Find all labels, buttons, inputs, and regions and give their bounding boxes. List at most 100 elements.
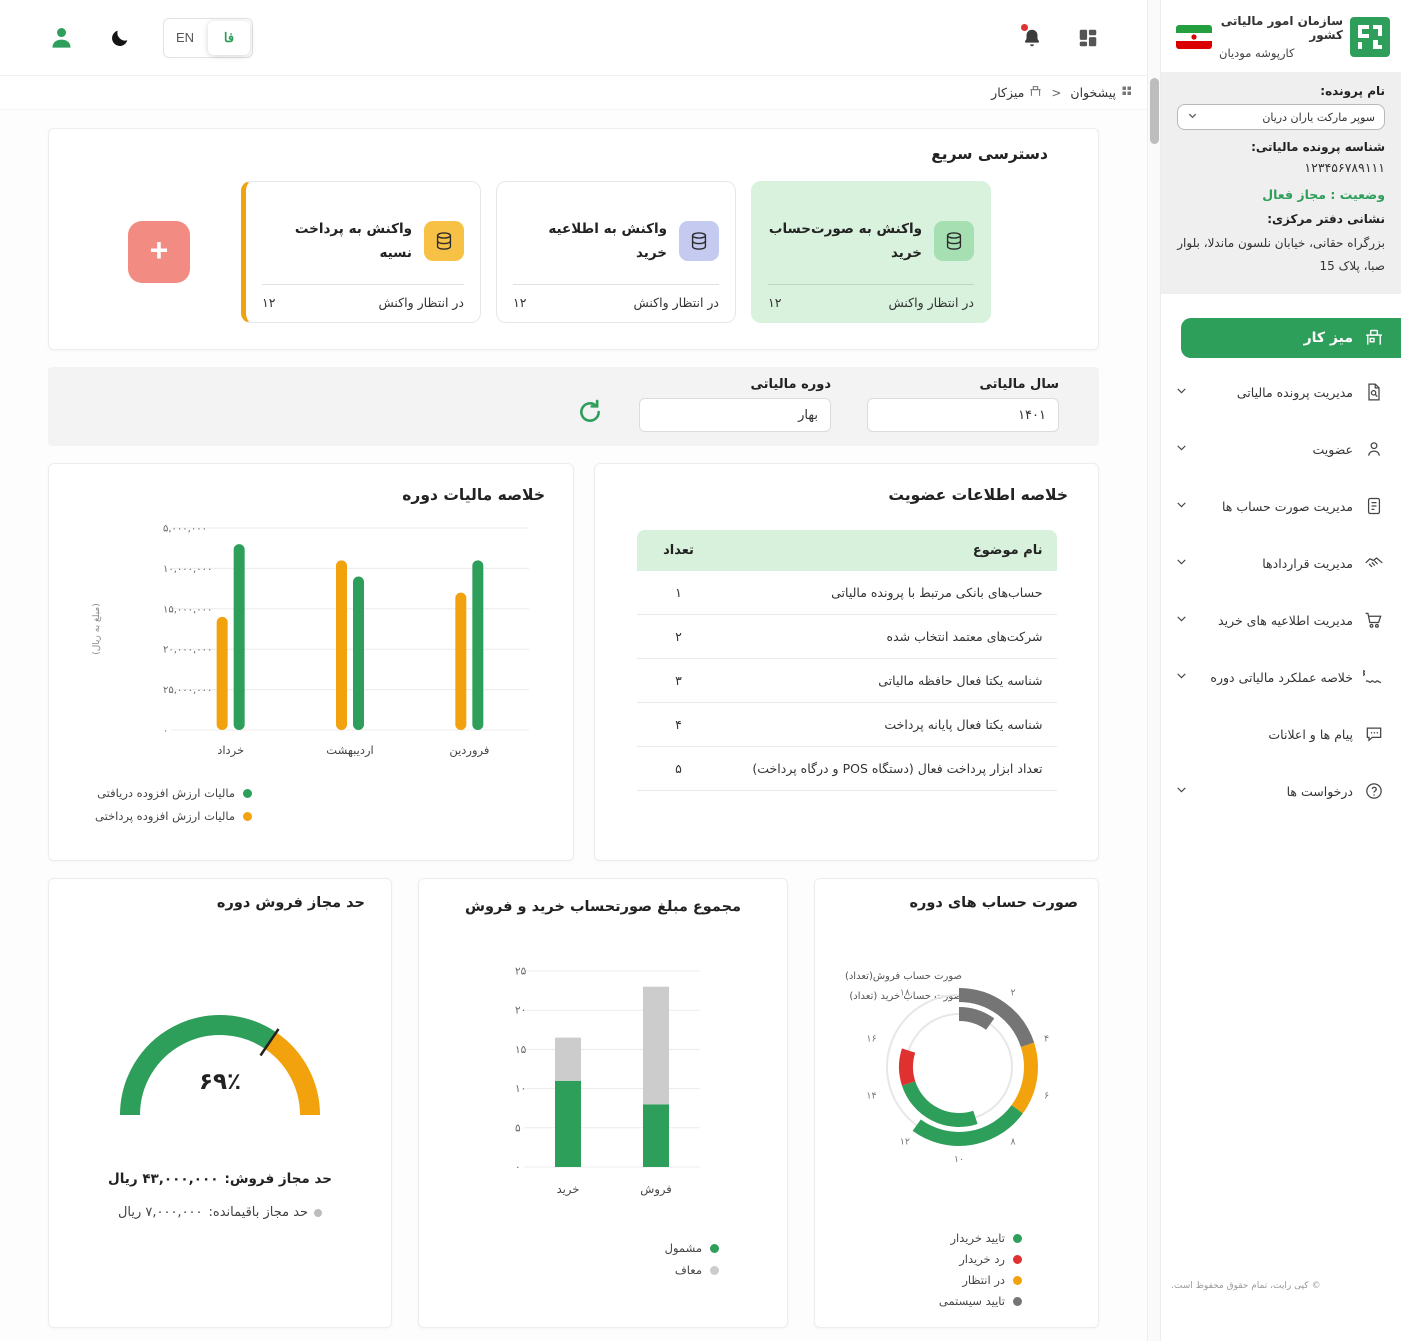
- numbers-123-icon: 123: [1363, 666, 1385, 688]
- breadcrumb-current[interactable]: میزکار: [991, 85, 1042, 101]
- svg-text:123: 123: [1363, 668, 1366, 678]
- svg-text:۵: ۵: [515, 1122, 521, 1134]
- pending-count: ۱۲: [768, 295, 782, 310]
- copyright-text: © کپی رایت، تمام حقوق محفوظ است.: [1171, 1281, 1321, 1291]
- person-icon: [1363, 438, 1385, 460]
- quick-access-row: واکنش به صورت‌حساب خرید در انتظار واکنش …: [71, 181, 1048, 323]
- coins-icon: [424, 221, 464, 261]
- address-value: بزرگراه حقانی، خیابان نلسون ماندلا، بلوا…: [1177, 236, 1385, 273]
- sidebar-item-label: مدیریت صورت حساب ها: [1221, 498, 1353, 514]
- tax-period-group: دوره مالیاتی: [639, 377, 831, 432]
- legend-item: مشمول: [665, 1241, 719, 1255]
- svg-text:۰: ۰: [956, 970, 961, 981]
- main-area: فا EN پیشخوان < میزکار: [0, 17, 1147, 1328]
- quick-card-purchase-invoice-reaction[interactable]: واکنش به صورت‌حساب خرید در انتظار واکنش …: [751, 181, 991, 323]
- sidebar-item-messages[interactable]: پیام ها و اعلانات: [1161, 706, 1401, 763]
- org-subtitle: کارپوشه مودیان: [1219, 46, 1295, 60]
- sidebar-item-tax-performance-summary[interactable]: 123 خلاصه عملکرد مالیاتی دوره: [1161, 649, 1401, 706]
- svg-text:۲۵: ۲۵: [515, 966, 527, 978]
- invoices-chart-legend: تایید خریدار رد خریدار در انتظار تایید سیست…: [939, 1231, 1022, 1308]
- sidebar-item-membership[interactable]: عضویت: [1161, 421, 1401, 478]
- tax-chart-title: خلاصه مالیات دوره: [402, 486, 545, 504]
- row-subject: شناسه یکتا فعال حافظه مالیاتی: [720, 658, 1057, 703]
- gauge-title: حد مجاز فروش دوره: [216, 895, 365, 911]
- sales-limit-card: حد مجاز فروش دوره ۶۹٪ حد مجاز فروش: ۴۳,۰…: [48, 878, 392, 1328]
- svg-text:۱۰: ۱۰: [954, 1154, 964, 1165]
- tax-period-input[interactable]: [639, 398, 831, 432]
- chevron-down-icon: [1175, 669, 1188, 685]
- legend-label: مالیات ارزش افزوده دریافتی: [97, 786, 236, 800]
- legend-dot: [710, 1265, 719, 1275]
- svg-text:فروش: فروش: [640, 1182, 671, 1197]
- quick-card-title: واکنش به اطلاعیه خرید: [548, 220, 667, 261]
- breadcrumb: پیشخوان < میزکار: [0, 76, 1147, 110]
- sidebar-item-label: مدیریت اطلاعیه های خرید: [1218, 612, 1353, 628]
- refresh-icon[interactable]: [577, 399, 603, 428]
- row-count: ۱: [636, 571, 721, 615]
- sidebar-item-label: خلاصه عملکرد مالیاتی دوره: [1210, 669, 1353, 685]
- question-circle-icon: [1363, 780, 1385, 802]
- svg-text:۱۵: ۱۵: [515, 1044, 527, 1056]
- tax-id-value: ۱۲۳۴۵۶۷۸۹۱۱۱: [1304, 160, 1385, 175]
- sidebar-item-contracts-management[interactable]: مدیریت قراردادها: [1161, 535, 1401, 592]
- svg-text:۲۰: ۲۰: [515, 1005, 526, 1017]
- scrollbar[interactable]: [1147, 0, 1161, 1341]
- col-count: تعداد: [636, 530, 721, 571]
- breadcrumb-root[interactable]: پیشخوان: [1070, 85, 1133, 100]
- org-title: سازمان امور مالیاتی کشور: [1220, 14, 1343, 42]
- middle-row: خلاصه اطلاعات عضویت نام موضوع تعداد حساب…: [48, 463, 1099, 861]
- row-subject: حساب‌های بانکی مرتبط با پرونده مالیاتی: [720, 571, 1057, 615]
- col-subject: نام موضوع: [720, 530, 1057, 571]
- sidebar-item-label: مدیریت قراردادها: [1262, 555, 1353, 571]
- cart-icon: [1363, 609, 1385, 631]
- file-name-label: نام پرونده:: [1320, 84, 1385, 98]
- legend-dot: [710, 1243, 719, 1253]
- table-row: شناسه یکتا فعال پایانه پرداخت ۴: [636, 702, 1057, 747]
- lang-en-button[interactable]: EN: [164, 19, 206, 57]
- invoices-donut-chart: ۰ ۲ ۴ ۶ ۸ ۱۰ ۱۲ ۱۴ ۱۶ ۱۸: [843, 951, 1075, 1187]
- coins-icon: [679, 221, 719, 261]
- sidebar-item-requests[interactable]: درخواست ها: [1161, 763, 1401, 820]
- file-name-select[interactable]: سوپر مارکت یاران دریان: [1177, 104, 1385, 130]
- sidebar-item-label: درخواست ها: [1286, 783, 1353, 799]
- legend-label: مالیات ارزش افزوده پرداختی: [95, 809, 236, 823]
- sidebar-item-label: پیام ها و اعلانات: [1268, 726, 1353, 742]
- row-count: ۳: [636, 658, 721, 703]
- sidebar-item-purchase-notices[interactable]: مدیریت اطلاعیه های خرید: [1161, 592, 1401, 649]
- legend-item: معاف: [665, 1263, 719, 1277]
- sidebar-item-invoice-management[interactable]: مدیریت صورت حساب ها: [1161, 478, 1401, 535]
- legend-dot: [243, 811, 253, 821]
- sidebar-header: سازمان امور مالیاتی کشور کارپوشه مودیان: [1161, 0, 1401, 72]
- sidebar-menu: میز کار مدیریت پرونده مالیاتی عضویت: [1161, 317, 1401, 820]
- row-count: ۲: [636, 614, 721, 659]
- sidebar-item-tax-file-management[interactable]: مدیریت پرونده مالیاتی: [1161, 364, 1401, 421]
- bullet-dot: [314, 1208, 323, 1217]
- tax-chart-legend: مالیات ارزش افزوده دریافتی مالیات ارزش اف…: [77, 786, 253, 823]
- dashboard-grid-icon[interactable]: [1075, 25, 1101, 51]
- quick-card-credit-payment-reaction[interactable]: واکنش به پرداخت نسیه در انتظار واکنش ۱۲: [241, 181, 481, 323]
- svg-text:۱۵,۰۰۰,۰۰۰: ۱۵,۰۰۰,۰۰۰: [163, 604, 212, 615]
- quick-card-purchase-notice-reaction[interactable]: واکنش به اطلاعیه خرید در انتظار واکنش ۱۲: [496, 181, 736, 323]
- svg-text:۰: ۰: [515, 1162, 521, 1174]
- remaining-limit-line: حد مجاز باقیمانده: ۷,۰۰۰,۰۰۰ ریال: [75, 1205, 365, 1220]
- sidebar-item-dashboard[interactable]: میز کار: [1181, 317, 1401, 358]
- breadcrumb-separator: <: [1051, 85, 1062, 100]
- svg-text:۱۸: ۱۸: [900, 988, 910, 999]
- topbar-left-group: فا EN: [46, 17, 253, 58]
- lang-fa-button[interactable]: فا: [208, 20, 250, 55]
- svg-text:۱۰: ۱۰: [515, 1083, 526, 1095]
- chevron-down-icon: [1175, 498, 1188, 514]
- status-badge: وضعیت : مجاز فعال: [1262, 187, 1385, 202]
- sales-ring-name: صورت حساب فروش(تعداد): [844, 971, 962, 982]
- user-avatar-icon[interactable]: [46, 22, 77, 53]
- membership-title: خلاصه اطلاعات عضویت: [888, 486, 1068, 504]
- notification-bell-icon[interactable]: [1019, 22, 1045, 51]
- tax-year-input[interactable]: [867, 398, 1059, 432]
- scrollbar-thumb[interactable]: [1150, 78, 1159, 144]
- dark-mode-moon-icon[interactable]: [107, 25, 133, 51]
- file-name-value: سوپر مارکت یاران دریان: [1262, 110, 1375, 124]
- chevron-down-icon: [1175, 555, 1188, 571]
- svg-text:۱۴: ۱۴: [866, 1090, 876, 1101]
- add-button[interactable]: +: [128, 221, 190, 283]
- chevron-down-icon: [1187, 110, 1198, 124]
